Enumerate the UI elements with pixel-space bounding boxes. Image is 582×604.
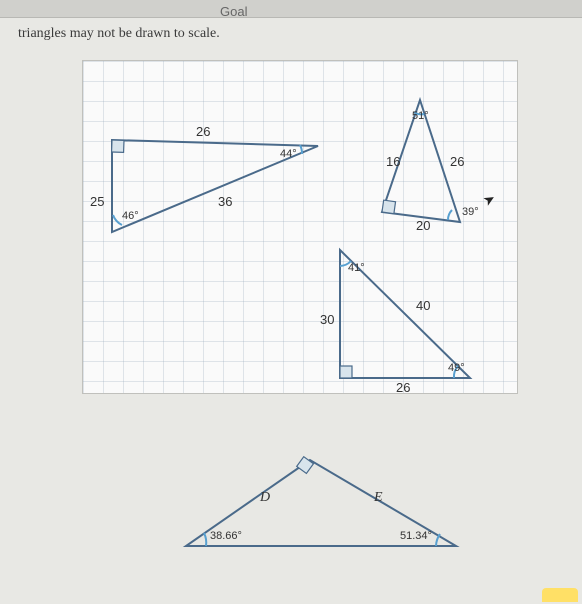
angle-label: 38.66° bbox=[210, 530, 242, 542]
side-label-d: D bbox=[260, 490, 270, 506]
grid-background bbox=[82, 60, 518, 394]
bottom-highlight bbox=[542, 588, 578, 602]
angle-label: 39° bbox=[462, 206, 479, 218]
angle-label: 51.34° bbox=[400, 530, 432, 542]
angle-label: 46° bbox=[122, 210, 139, 222]
side-label: 25 bbox=[90, 194, 104, 209]
header-bar: Goal bbox=[0, 0, 582, 18]
angle-label: 49° bbox=[448, 362, 465, 374]
side-label: 36 bbox=[218, 194, 232, 209]
angle-label: 44° bbox=[280, 148, 297, 160]
side-label: 26 bbox=[396, 380, 410, 395]
side-label: 30 bbox=[320, 312, 334, 327]
angle-label: 41° bbox=[348, 262, 365, 274]
side-label: 26 bbox=[450, 154, 464, 169]
side-label: 26 bbox=[196, 124, 210, 139]
side-label: 16 bbox=[386, 154, 400, 169]
side-label: 20 bbox=[416, 218, 430, 233]
instruction-text: triangles may not be drawn to scale. bbox=[18, 26, 582, 42]
goal-tab: Goal bbox=[220, 4, 247, 19]
side-label: 40 bbox=[416, 298, 430, 313]
angle-label: 51° bbox=[412, 110, 429, 122]
side-label-e: E bbox=[374, 490, 383, 506]
